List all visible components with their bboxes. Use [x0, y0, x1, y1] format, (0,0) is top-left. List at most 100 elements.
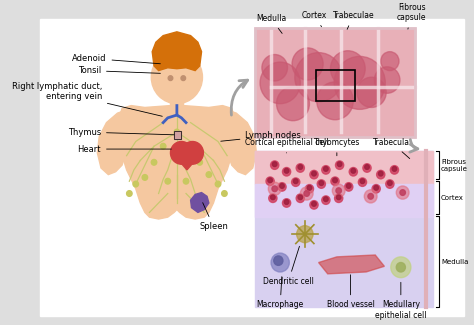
Circle shape — [292, 48, 323, 80]
Polygon shape — [319, 255, 384, 274]
Circle shape — [332, 184, 345, 197]
Circle shape — [330, 51, 365, 87]
Circle shape — [336, 188, 341, 193]
Circle shape — [274, 256, 283, 266]
Bar — [174, 131, 182, 139]
Circle shape — [296, 164, 304, 172]
Circle shape — [381, 52, 399, 71]
Polygon shape — [118, 106, 237, 219]
Circle shape — [305, 185, 313, 193]
Circle shape — [293, 179, 298, 184]
Bar — [255, 151, 433, 184]
Text: Thymus: Thymus — [68, 127, 174, 136]
Polygon shape — [97, 109, 131, 175]
Circle shape — [317, 82, 353, 120]
Circle shape — [269, 194, 277, 202]
Circle shape — [377, 170, 385, 179]
Text: Cortical epithelial cell: Cortical epithelial cell — [245, 138, 328, 153]
Circle shape — [127, 191, 132, 196]
Text: Macrophage: Macrophage — [256, 277, 304, 309]
Circle shape — [312, 171, 316, 176]
Circle shape — [349, 167, 357, 176]
Circle shape — [368, 193, 374, 199]
Text: Trabecula: Trabecula — [373, 138, 410, 159]
Circle shape — [215, 181, 221, 187]
Circle shape — [396, 186, 409, 199]
Text: Medulla: Medulla — [256, 14, 286, 33]
Circle shape — [222, 191, 227, 196]
Circle shape — [386, 180, 394, 188]
Circle shape — [322, 196, 330, 204]
Text: Medullary
epithelial cell: Medullary epithelial cell — [375, 282, 427, 320]
Circle shape — [319, 181, 324, 186]
Circle shape — [160, 143, 166, 149]
Circle shape — [337, 195, 341, 200]
Circle shape — [262, 55, 288, 81]
Circle shape — [298, 165, 302, 169]
Circle shape — [304, 191, 310, 196]
Circle shape — [280, 184, 284, 188]
Circle shape — [171, 141, 192, 164]
FancyArrowPatch shape — [410, 139, 418, 152]
Circle shape — [310, 170, 318, 179]
Circle shape — [142, 175, 147, 180]
Polygon shape — [152, 32, 201, 71]
Text: Adenoid: Adenoid — [72, 54, 160, 64]
Circle shape — [297, 226, 313, 243]
Circle shape — [335, 194, 343, 202]
Bar — [255, 151, 433, 307]
Circle shape — [268, 182, 281, 195]
Circle shape — [296, 194, 304, 202]
Circle shape — [396, 263, 405, 272]
FancyArrowPatch shape — [231, 80, 247, 115]
Polygon shape — [191, 192, 209, 213]
Bar — [316, 70, 355, 101]
Circle shape — [260, 62, 301, 104]
Circle shape — [298, 195, 302, 200]
Text: Medulla: Medulla — [441, 259, 468, 265]
Text: Trabeculae: Trabeculae — [332, 11, 374, 29]
Circle shape — [133, 181, 138, 187]
Text: Blood vessel: Blood vessel — [327, 275, 374, 309]
Polygon shape — [171, 151, 203, 170]
Circle shape — [360, 179, 365, 184]
Text: Tonsil: Tonsil — [78, 66, 160, 75]
Circle shape — [322, 166, 330, 174]
Circle shape — [272, 186, 277, 192]
Circle shape — [391, 257, 411, 278]
Circle shape — [271, 161, 279, 169]
Circle shape — [392, 166, 397, 171]
Text: Heart: Heart — [78, 145, 172, 154]
Circle shape — [284, 168, 289, 173]
Circle shape — [374, 67, 400, 93]
Circle shape — [307, 186, 312, 190]
Bar — [255, 28, 415, 137]
Bar — [255, 184, 433, 217]
Circle shape — [266, 177, 274, 186]
Circle shape — [292, 178, 300, 187]
Text: Thyomcytes: Thyomcytes — [314, 138, 360, 156]
Circle shape — [345, 183, 353, 191]
Circle shape — [268, 178, 273, 183]
Circle shape — [357, 77, 386, 108]
Circle shape — [365, 190, 377, 203]
Circle shape — [206, 172, 211, 177]
Circle shape — [310, 201, 318, 209]
Circle shape — [283, 199, 291, 207]
Circle shape — [378, 171, 383, 176]
Text: Fibrous
capsule: Fibrous capsule — [441, 159, 468, 172]
Circle shape — [181, 76, 185, 81]
Circle shape — [301, 187, 313, 200]
Circle shape — [183, 178, 189, 184]
Circle shape — [363, 164, 371, 172]
Circle shape — [278, 183, 286, 191]
Circle shape — [331, 177, 339, 186]
Circle shape — [400, 190, 405, 195]
Circle shape — [337, 162, 342, 166]
Circle shape — [273, 162, 277, 166]
Circle shape — [334, 57, 385, 109]
Circle shape — [365, 165, 369, 169]
Circle shape — [324, 197, 328, 202]
Bar — [255, 28, 415, 137]
Circle shape — [333, 178, 337, 183]
